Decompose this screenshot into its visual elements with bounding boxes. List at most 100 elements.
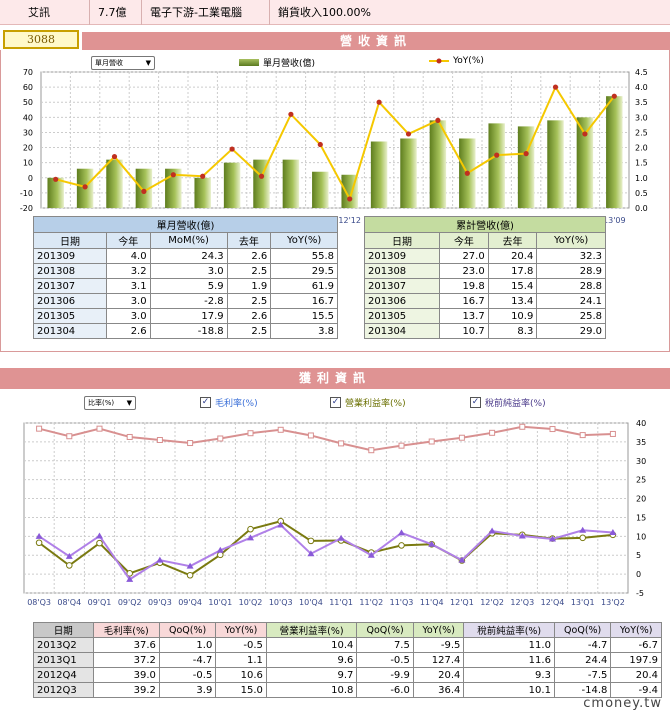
y-left-tick-label: 70 [23, 68, 33, 77]
table-cell: 201307 [33, 278, 107, 294]
table-cell: 2.5 [226, 323, 272, 339]
table-cell: 11.6 [463, 652, 555, 668]
series-line [38, 425, 613, 452]
monthly-table-title: 單月營收(億) [33, 216, 338, 233]
table-cell: -18.8 [149, 323, 228, 339]
table-cell: 1.9 [226, 278, 272, 294]
table-cell: 1.1 [215, 652, 267, 668]
y-right-tick-label: 0 [636, 570, 641, 579]
revenue-bar [135, 168, 153, 208]
y-right-tick-label: 2.0 [635, 144, 648, 153]
table-cell: 25.8 [536, 308, 606, 324]
pretax-margin-point [126, 575, 134, 582]
yoy-point [582, 131, 588, 137]
x-tick-label: 13'Q1 [571, 598, 595, 607]
x-tick-label: 08'Q4 [57, 598, 81, 607]
revenue-bar [165, 168, 182, 208]
revenue-chart: 70 60 50 40 30 20 10 0 -10 -20 4.5 4.0 3.5 3.0 2.5 2.0 1… [20, 68, 648, 225]
pretax-margin-point [549, 535, 556, 542]
x-tick-label: 12'Q4 [541, 598, 565, 607]
table-cell: 24.3 [149, 248, 228, 264]
cumulative-table-title: 累計營收(億) [364, 216, 606, 233]
profit-chart: 40 35 30 25 20 15 10 5 0 -5 08'Q3 08'Q4 09'Q1 09'Q2 09… [23, 419, 646, 607]
table-cell: 3.2 [105, 263, 151, 279]
revenue-panel: 單月營收 單月營收(億) YoY(%) 70 60 50 40 30 20 10 0 -10 -2… [0, 50, 670, 352]
yoy-point [53, 176, 59, 182]
table-row: 201304 2.6 -18.8 2.5 3.8 [33, 323, 338, 339]
y-right-tick-label: 3.5 [635, 98, 648, 107]
x-tick-label: 10'Q1 [208, 598, 232, 607]
operating-margin-point [398, 542, 405, 549]
table-cell: 28.9 [536, 263, 606, 279]
legend-gross[interactable]: ✓ 毛利率(%) [200, 396, 258, 409]
profit-banner: 獲利資訊 [0, 368, 670, 389]
yoy-point [317, 141, 323, 148]
table-cell: 9.7 [265, 667, 358, 683]
revenue-bar [576, 117, 594, 208]
checkbox-icon[interactable]: ✓ [330, 397, 341, 408]
y-right-tick-label: 15 [636, 513, 646, 522]
yoy-point [464, 170, 470, 176]
yoy-point [200, 173, 206, 179]
gross-margin-point [66, 433, 73, 440]
yoy-point [111, 154, 118, 160]
table-cell: 9.6 [265, 652, 358, 668]
y-left-tick-label: 20 [23, 144, 33, 153]
operating-margin-point [96, 539, 103, 547]
table-cell: 10.4 [265, 637, 358, 653]
x-tick-label: 09'Q4 [178, 598, 202, 607]
yoy-point [611, 93, 617, 99]
gross-margin-point [36, 425, 43, 432]
table-cell: 10.7 [439, 323, 489, 339]
table-cell: 10.9 [487, 308, 538, 324]
legend-pretax[interactable]: ✓ 稅前純益率(%) [470, 396, 546, 409]
info-bar: 艾訊 7.7億 電子下游-工業電腦 銷貨收入100.00% [0, 0, 670, 25]
y-right-tick-label: 40 [636, 419, 646, 428]
revenue-bar [312, 171, 329, 208]
table-cell: 39.2 [92, 682, 160, 698]
market-cap: 7.7億 [90, 0, 142, 25]
x-tick-label: 08'Q3 [27, 598, 51, 607]
pretax-margin-point [458, 556, 466, 563]
cumulative-revenue-table: 累計營收(億) 日期 今年 去年 YoY(%) 201309 27.0 20.4 32.3 20… [363, 216, 606, 339]
x-tick-label: 09'Q3 [148, 598, 172, 607]
y-left-tick-label: -20 [20, 204, 33, 213]
yoy-point [82, 184, 88, 190]
y-right-tick-label: 2.5 [635, 128, 648, 137]
table-cell: 201306 [363, 293, 441, 309]
table-cell: 61.9 [270, 278, 338, 294]
revenue-dropdown[interactable]: 單月營收 [91, 56, 155, 70]
pretax-margin-point [518, 532, 526, 539]
pretax-margin-point [488, 527, 496, 534]
yoy-point [376, 99, 382, 105]
checkbox-icon[interactable]: ✓ [200, 397, 211, 408]
y-right-tick-label: 25 [636, 476, 646, 485]
gross-margin-point [579, 432, 586, 439]
table-cell: 28.8 [536, 278, 606, 294]
table-cell: 24.1 [536, 293, 606, 309]
cumulative-header: YoY(%) [536, 232, 606, 249]
table-cell: 3.0 [105, 308, 151, 324]
gross-margin-point [307, 432, 314, 439]
y-right-tick-label: 1.0 [635, 174, 648, 183]
pretax-margin-point [35, 532, 43, 539]
x-tick-label: 11'Q3 [390, 598, 414, 607]
y-right-tick-label: 0.5 [635, 189, 648, 198]
table-cell: 3.0 [105, 293, 151, 309]
x-tick-label: 12'Q2 [480, 598, 504, 607]
table-cell: 29.0 [536, 323, 606, 339]
checkbox-icon[interactable]: ✓ [470, 397, 481, 408]
stock-id-input[interactable]: 3088 [3, 30, 79, 49]
operating-margin-point [186, 571, 194, 579]
table-cell: 2.6 [226, 248, 272, 264]
y-right-tick-label: 3.0 [635, 113, 648, 122]
legend-operating[interactable]: ✓ 營業利益率(%) [330, 396, 406, 409]
yoy-point [523, 151, 529, 157]
ratio-dropdown[interactable]: 比率(%) [84, 396, 136, 410]
legend-bar-label: 單月營收(億) [263, 59, 316, 69]
table-row: 201309 4.0 24.3 2.6 55.8 [33, 248, 338, 264]
x-tick-label: 13'09 [603, 216, 626, 225]
gross-margin-point [609, 430, 616, 437]
operating-margin-point [307, 537, 315, 545]
x-tick-label: 10'Q3 [269, 598, 293, 607]
